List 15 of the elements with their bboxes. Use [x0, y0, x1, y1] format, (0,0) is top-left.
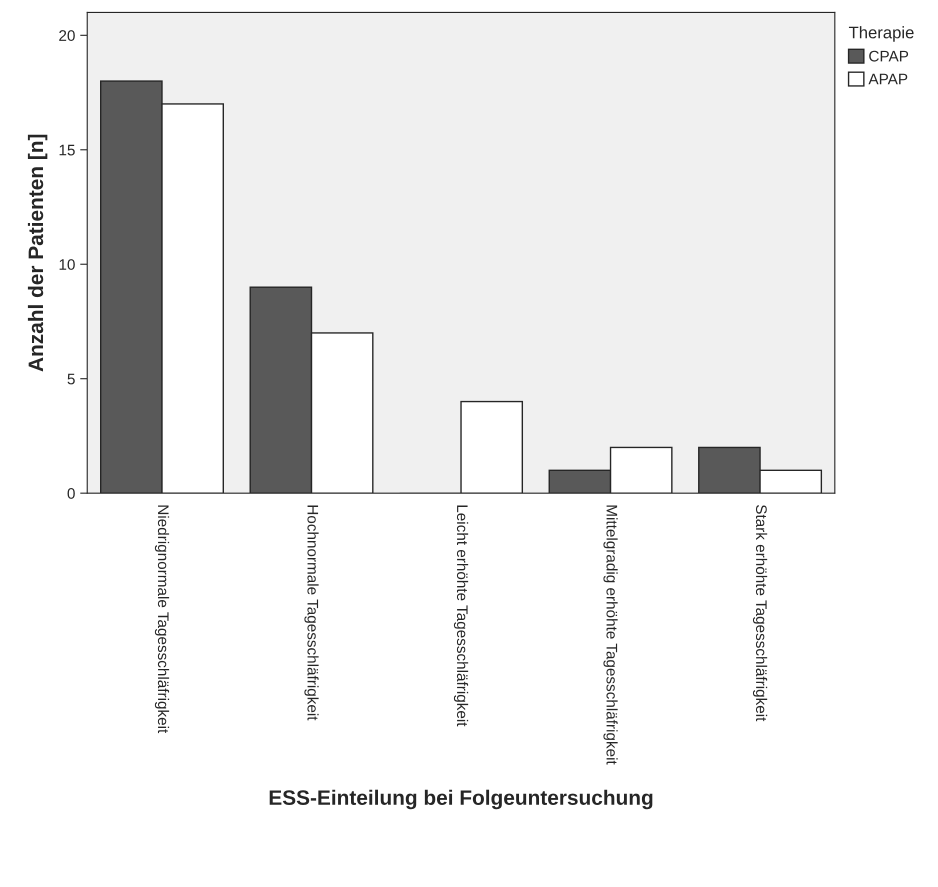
x-tick-label: Niedrignormale Tagesschläfrigkeit — [154, 506, 170, 734]
x-axis-title: ESS-Einteilung bei Folgeuntersuchung — [270, 790, 652, 810]
y-axis-title: Anzahl der Patienten [n] — [28, 134, 48, 372]
y-tick-label: 5 — [68, 374, 75, 384]
legend-label: APAP — [868, 74, 908, 84]
legend-title: Therapie — [848, 26, 914, 42]
legend-label: CPAP — [869, 50, 908, 62]
x-tick-label: Hochnormale Tagesschläfrigkeit — [304, 506, 319, 720]
x-tick-label: Leicht erhöhte Tagesschläfrigkeit — [454, 506, 468, 726]
y-tick-label: 0 — [68, 488, 75, 499]
x-tick-label: Stark erhöhte Tagesschläfrigkeit — [752, 504, 768, 722]
y-tick-label: 20 — [59, 30, 75, 41]
y-tick-label: 15 — [60, 144, 75, 156]
x-tick-label: Mittelgradig erhöhte Tagesschläfrigkeit — [603, 506, 618, 765]
y-tick-label: 10 — [60, 259, 75, 270]
